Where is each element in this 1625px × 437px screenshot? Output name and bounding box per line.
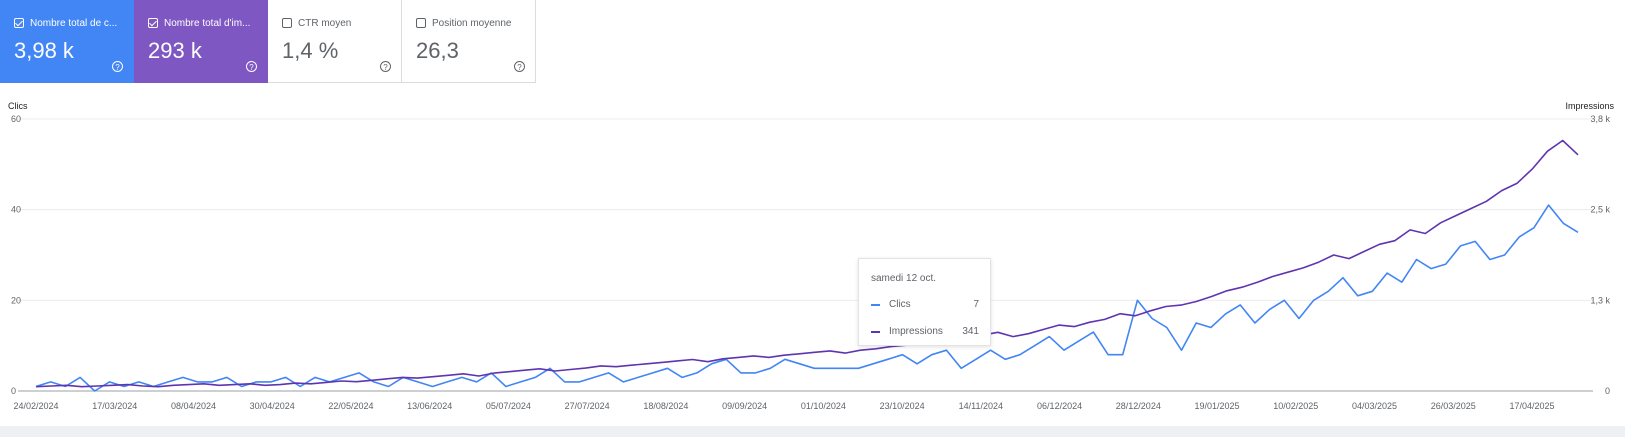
series-line-clics [35, 204, 1579, 392]
metric-card-impressions[interactable]: Nombre total d'im... 293 k ? [134, 0, 268, 83]
y-tick-label-right: 2,5 k [1590, 205, 1610, 215]
help-icon[interactable]: ? [514, 61, 525, 72]
tooltip-series-name: Impressions [889, 326, 943, 337]
metric-value: 26,3 [416, 38, 459, 63]
checkbox[interactable] [148, 18, 158, 28]
series-line-impressions [35, 139, 1579, 388]
x-tick-label: 17/04/2025 [1509, 401, 1554, 411]
x-tick-label: 27/07/2024 [565, 401, 610, 411]
y-tick-label-left: 60 [11, 114, 21, 124]
x-tick-label: 10/02/2025 [1273, 401, 1318, 411]
metric-card-ctr[interactable]: CTR moyen 1,4 % ? [268, 0, 402, 83]
tooltip-series-name: Clics [889, 299, 911, 310]
tooltip-series-value: 7 [973, 299, 979, 310]
metric-value: 293 k [148, 38, 202, 63]
x-tick-label: 04/03/2025 [1352, 401, 1397, 411]
metric-cards: Nombre total de c... 3,98 k ? Nombre tot… [0, 0, 536, 83]
help-icon[interactable]: ? [380, 61, 391, 72]
x-tick-label: 18/08/2024 [643, 401, 688, 411]
metric-card-clicks[interactable]: Nombre total de c... 3,98 k ? [0, 0, 134, 83]
tooltip-row-clicks: Clics 7 [871, 299, 979, 311]
x-tick-label: 01/10/2024 [801, 401, 846, 411]
x-tick-label: 23/10/2024 [880, 401, 925, 411]
y-tick-label-right: 3,8 k [1590, 114, 1610, 124]
y-axis-title-left: Clics [8, 101, 28, 111]
tooltip-row-impressions: Impressions 341 [871, 326, 979, 338]
x-tick-label: 22/05/2024 [328, 401, 373, 411]
tooltip-series-value: 341 [962, 326, 979, 337]
metric-value: 1,4 % [282, 38, 339, 63]
y-tick-label-left: 40 [11, 205, 21, 215]
x-tick-label: 09/09/2024 [722, 401, 767, 411]
x-tick-label: 06/12/2024 [1037, 401, 1082, 411]
series-swatch [871, 331, 880, 333]
checkbox[interactable] [14, 18, 24, 28]
x-tick-label: 13/06/2024 [407, 401, 452, 411]
checkbox[interactable] [416, 18, 426, 28]
performance-panel: Nombre total de c... 3,98 k ? Nombre tot… [0, 0, 1625, 426]
x-tick-label: 08/04/2024 [171, 401, 216, 411]
x-tick-label: 19/01/2025 [1195, 401, 1240, 411]
y-tick-label-right: 0 [1605, 386, 1610, 396]
x-tick-label: 05/07/2024 [486, 401, 531, 411]
help-icon[interactable]: ? [246, 61, 257, 72]
x-tick-label: 28/12/2024 [1116, 401, 1161, 411]
x-tick-label: 14/11/2024 [959, 401, 1003, 411]
checkbox[interactable] [282, 18, 292, 28]
x-tick-label: 17/03/2024 [92, 401, 137, 411]
x-tick-label: 24/02/2024 [13, 401, 58, 411]
chart-tooltip: samedi 12 oct. Clics 7 Impressions 341 [858, 258, 991, 346]
y-tick-label-left: 0 [11, 386, 16, 396]
y-tick-label-left: 20 [11, 295, 21, 305]
metric-value: 3,98 k [14, 38, 74, 63]
y-tick-label-right: 1,3 k [1590, 295, 1610, 305]
x-tick-label: 30/04/2024 [250, 401, 295, 411]
metric-card-position[interactable]: Position moyenne 26,3 ? [402, 0, 536, 83]
series-swatch [871, 304, 880, 306]
help-icon[interactable]: ? [112, 61, 123, 72]
tooltip-date: samedi 12 oct. [871, 273, 937, 284]
y-axis-title-right: Impressions [1565, 101, 1614, 111]
x-tick-label: 26/03/2025 [1431, 401, 1476, 411]
